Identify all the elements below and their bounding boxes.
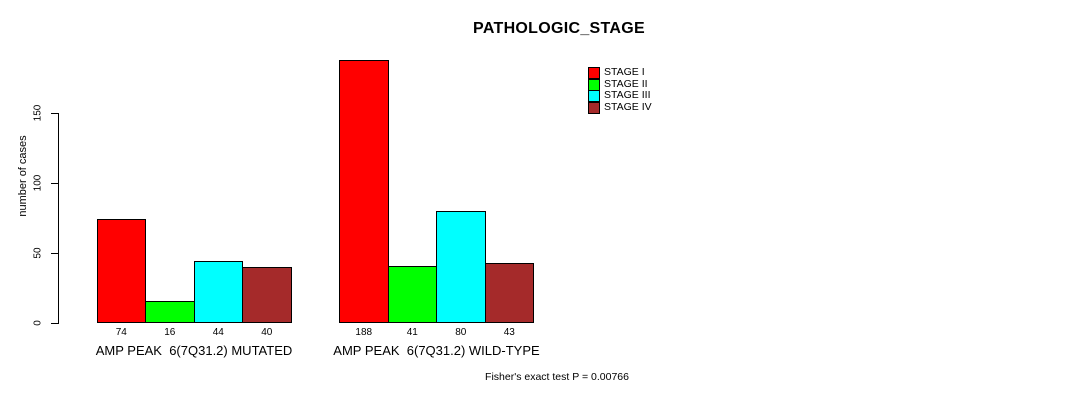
chart-title: PATHOLOGIC_STAGE	[473, 20, 645, 37]
bar-stage-iii	[436, 211, 486, 323]
bar-value-label: 188	[355, 327, 373, 338]
x-group-label: AMP PEAK 6(7Q31.2) MUTATED	[95, 343, 293, 358]
legend-swatch	[588, 101, 600, 114]
bar-value-label: 40	[261, 327, 273, 338]
y-axis-tick	[51, 253, 58, 254]
legend-label: STAGE III	[604, 89, 651, 101]
legend-label: STAGE I	[604, 66, 645, 78]
bar-stage-ii	[145, 301, 195, 323]
y-axis-label: number of cases	[17, 135, 29, 217]
bar-stage-ii	[387, 266, 437, 323]
statistical-test-annotation: Fisher's exact test P = 0.00766	[485, 371, 629, 383]
y-tick-label: 0	[32, 320, 44, 326]
legend-swatch	[588, 78, 600, 91]
legend-label: STAGE II	[604, 77, 648, 90]
bar-value-label: 80	[455, 327, 467, 338]
bar-stage-iv	[484, 263, 534, 323]
y-tick-label: 100	[32, 174, 44, 192]
y-tick-label: 50	[32, 247, 44, 259]
bar-stage-iii	[193, 261, 243, 323]
bar-value-label: 16	[164, 327, 176, 338]
legend-label: STAGE IV	[604, 100, 652, 113]
bar-stage-iv	[242, 267, 292, 323]
y-axis-line	[58, 113, 59, 324]
bar-value-label: 74	[115, 327, 127, 338]
bar-stage-i	[96, 219, 146, 323]
legend-swatch	[588, 90, 600, 102]
y-axis-tick	[51, 113, 58, 114]
bar-value-label: 41	[406, 327, 418, 338]
bar-stage-i	[339, 60, 389, 323]
bar-value-label: 43	[503, 327, 515, 338]
y-axis-tick	[51, 183, 58, 184]
bar-value-label: 44	[212, 327, 224, 338]
y-axis-tick	[51, 323, 58, 324]
x-group-label: AMP PEAK 6(7Q31.2) WILD-TYPE	[333, 343, 540, 358]
y-tick-label: 150	[32, 104, 44, 122]
legend-swatch	[588, 67, 600, 79]
